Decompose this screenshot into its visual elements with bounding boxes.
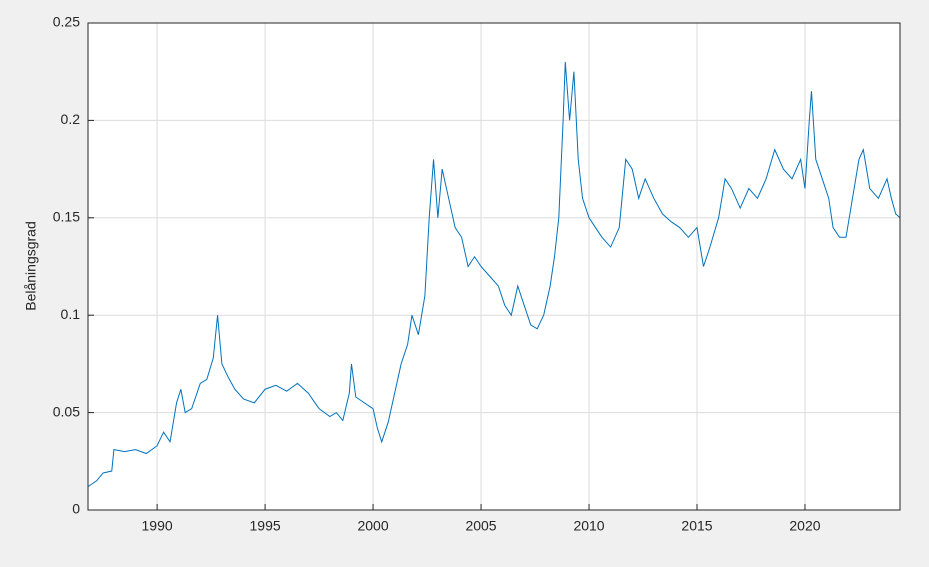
y-tick-label: 0.2: [61, 111, 81, 127]
x-tick-label: 1990: [142, 518, 173, 534]
data-line: [87, 61, 901, 488]
y-tick-label: 0.1: [61, 306, 81, 322]
y-axis-label: Belåningsgrad: [23, 221, 39, 311]
y-tick-label: 0.05: [53, 403, 80, 419]
x-tick-label: 2020: [789, 518, 820, 534]
x-tick-label: 1995: [250, 518, 281, 534]
x-tick-label: 2005: [465, 518, 496, 534]
y-tick-label: 0: [72, 501, 80, 517]
y-tick-label: 0.25: [53, 14, 80, 30]
y-tick-label: 0.15: [53, 209, 80, 225]
x-tick-label: 2010: [573, 518, 604, 534]
x-tick-label: 2015: [681, 518, 712, 534]
x-tick-label: 2000: [357, 518, 388, 534]
axes-box: [87, 22, 901, 511]
plot-area: [88, 23, 900, 510]
